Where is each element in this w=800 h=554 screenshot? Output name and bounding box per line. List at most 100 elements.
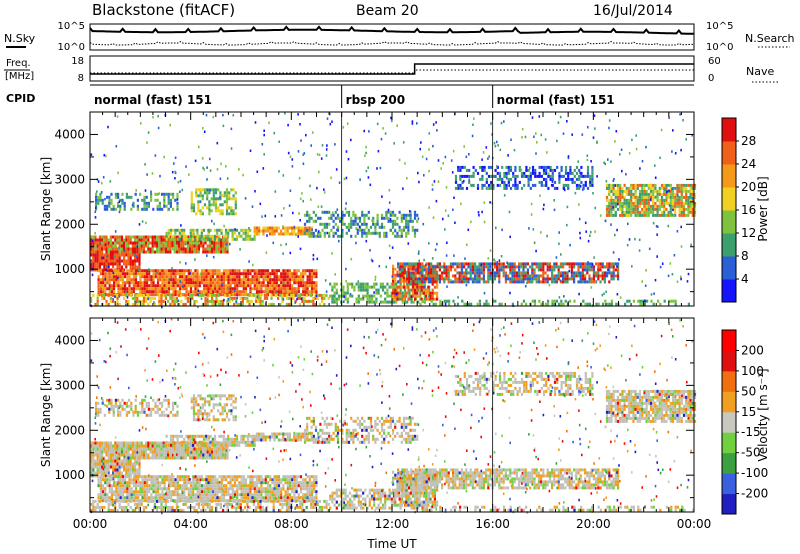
echo-cell: [656, 195, 659, 199]
echo-cell: [211, 272, 215, 276]
echo-cell: [336, 208, 339, 211]
echo-cell: [288, 293, 292, 297]
echo-cell: [129, 456, 132, 460]
echo-cell: [131, 453, 134, 457]
echo-cell: [531, 274, 534, 278]
echo-cell: [137, 284, 140, 288]
echo-cell: [222, 299, 225, 303]
echo-cell: [190, 206, 193, 210]
echo-cell: [232, 212, 235, 216]
echo-cell: [685, 138, 687, 141]
echo-cell: [128, 290, 131, 294]
echo-cell: [189, 275, 193, 279]
echo-cell: [183, 284, 186, 288]
echo-cell: [129, 241, 132, 245]
echo-cell: [436, 282, 439, 286]
echo-cell: [691, 196, 694, 200]
echo-cell: [103, 204, 106, 208]
echo-cell: [372, 219, 375, 223]
power-colorbar-cell: [722, 210, 736, 234]
echo-cell: [612, 251, 615, 254]
echo-cell: [425, 157, 428, 161]
echo-cell: [509, 280, 512, 284]
echo-cell: [346, 291, 349, 295]
echo-cell: [396, 288, 399, 292]
echo-cell: [536, 174, 539, 178]
echo-cell: [167, 244, 170, 248]
echo-cell: [507, 274, 510, 278]
echo-cell: [647, 195, 650, 199]
echo-cell: [471, 271, 474, 275]
echo-cell: [196, 275, 199, 279]
echo-cell: [645, 189, 648, 193]
echo-cell: [114, 195, 117, 199]
echo-cell: [206, 302, 209, 306]
echo-cell: [497, 144, 499, 147]
echo-cell: [193, 232, 195, 235]
echo-cell: [490, 165, 493, 169]
echo-cell: [176, 290, 179, 294]
echo-cell: [247, 278, 250, 282]
echo-cell: [148, 268, 150, 271]
echo-cell: [578, 174, 581, 178]
echo-cell: [200, 447, 203, 451]
echo-cell: [529, 277, 532, 281]
echo-cell: [107, 256, 110, 260]
echo-cell: [492, 174, 495, 178]
echo-cell: [134, 269, 138, 273]
echo-cell: [131, 450, 134, 454]
echo-cell: [121, 290, 124, 294]
echo-cell: [222, 293, 226, 297]
echo-cell: [476, 302, 479, 306]
echo-cell: [398, 294, 401, 298]
cpid-label: CPID: [6, 92, 35, 105]
echo-cell: [446, 285, 448, 288]
echo-cell: [190, 200, 193, 204]
echo-cell: [196, 287, 199, 291]
echo-cell: [689, 183, 692, 187]
echo-cell: [654, 278, 657, 282]
echo-cell: [302, 293, 305, 297]
echo-cell: [509, 235, 511, 239]
echo-cell: [152, 116, 154, 119]
echo-cell: [284, 287, 287, 291]
echo-cell: [482, 277, 485, 281]
echo-cell: [242, 275, 245, 279]
echo-cell: [533, 299, 536, 303]
echo-cell: [286, 275, 289, 279]
echo-cell: [457, 165, 460, 169]
echo-cell: [147, 293, 150, 297]
echo-cell: [224, 231, 228, 235]
echo-cell: [254, 121, 257, 124]
echo-cell: [110, 275, 113, 279]
echo-cell: [236, 284, 239, 288]
echo-cell: [291, 272, 294, 276]
echo-cell: [98, 456, 101, 460]
echo-cell: [408, 282, 411, 286]
echo-cell: [494, 174, 497, 178]
echo-cell: [123, 441, 126, 445]
echo-cell: [531, 271, 534, 275]
echo-cell: [200, 456, 203, 460]
echo-cell: [90, 468, 93, 472]
echo-cell: [215, 447, 218, 451]
echo-cell: [581, 268, 584, 272]
echo-cell: [105, 265, 107, 269]
echo-cell: [614, 213, 617, 217]
echo-cell: [407, 222, 410, 226]
echo-cell: [126, 275, 129, 279]
echo-cell: [405, 294, 408, 298]
echo-cell: [195, 456, 198, 460]
echo-cell: [123, 450, 126, 454]
echo-cell: [105, 450, 108, 454]
echo-cell: [658, 213, 661, 217]
echo-cell: [568, 269, 571, 273]
echo-cell: [558, 302, 561, 306]
echo-cell: [306, 219, 309, 223]
echo-cell: [227, 286, 229, 290]
echo-cell: [160, 247, 163, 251]
echo-cell: [310, 278, 314, 282]
echo-cell: [232, 114, 235, 117]
echo-cell: [632, 204, 635, 208]
echo-cell: [94, 210, 97, 213]
